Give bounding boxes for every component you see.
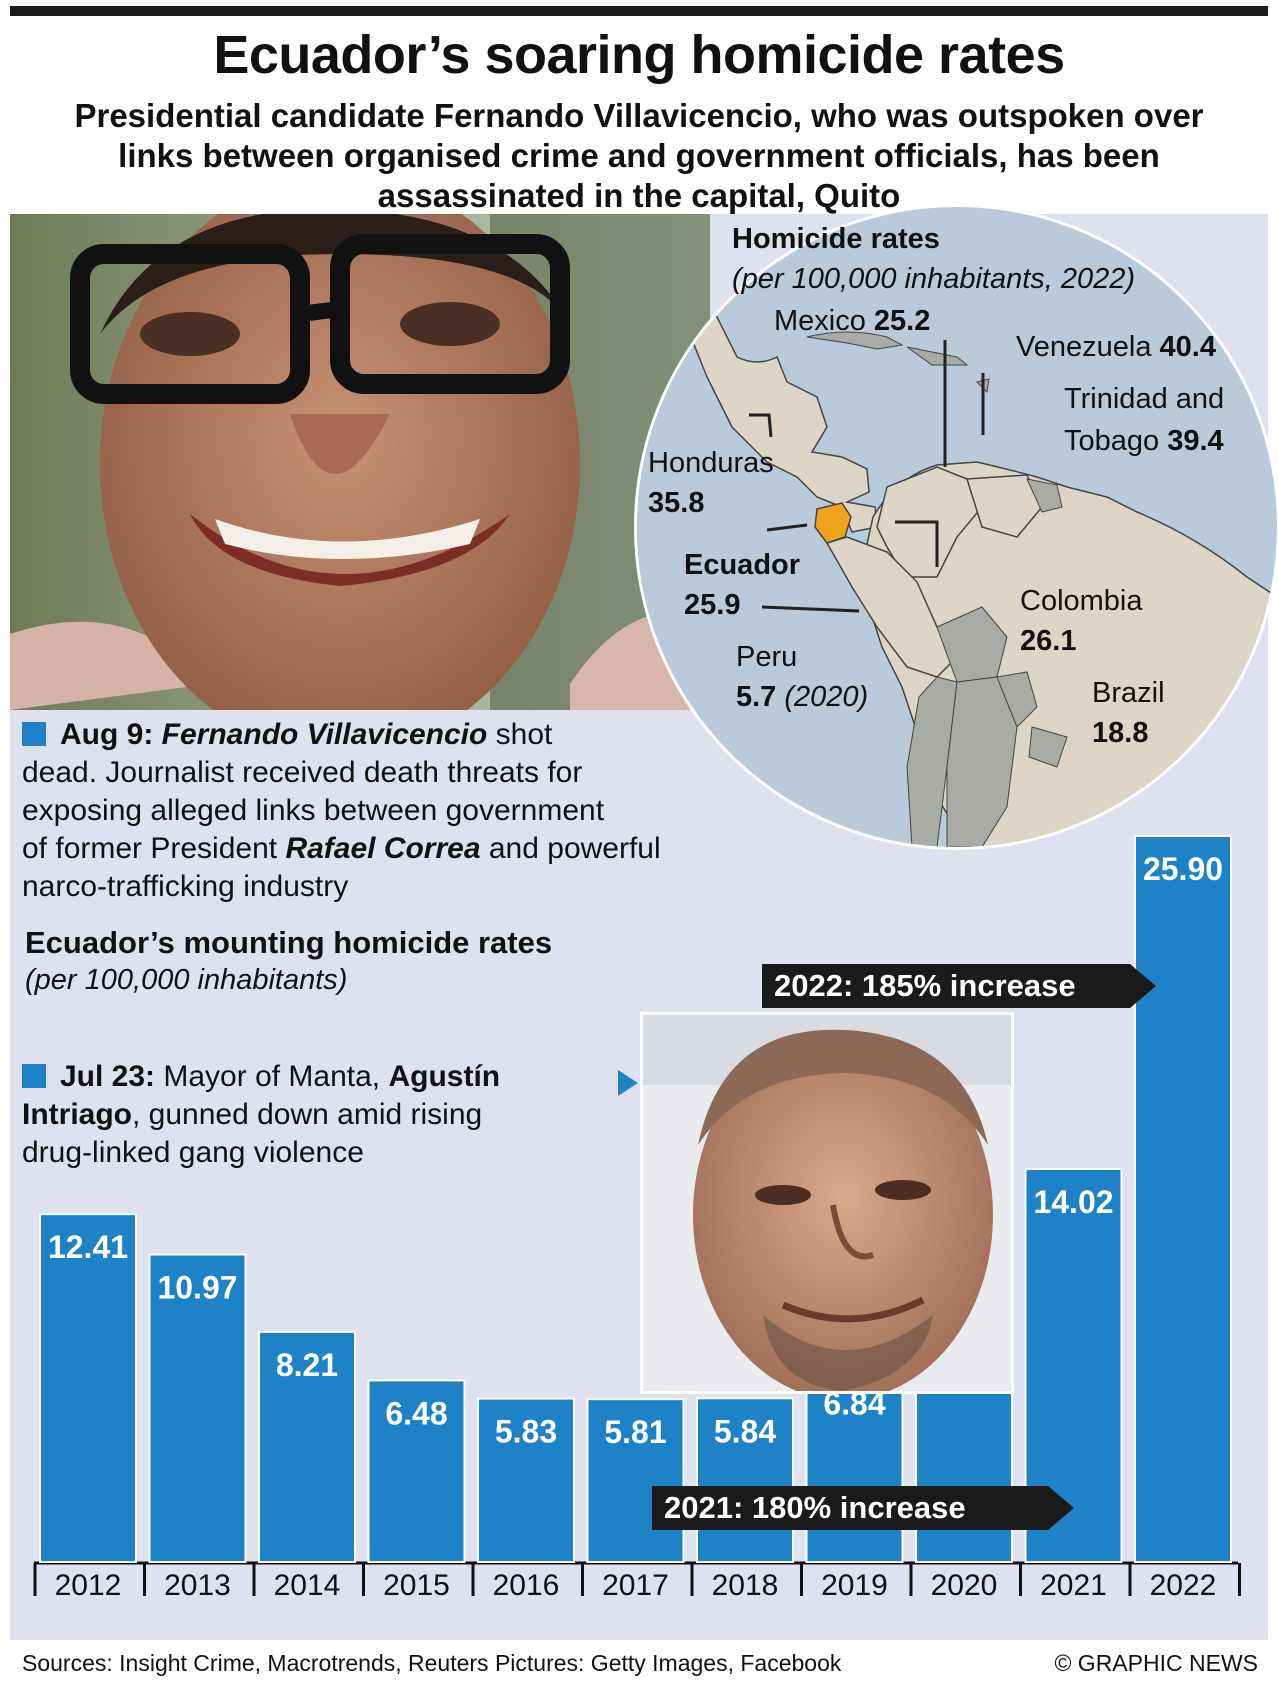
value-label-2016: 5.83: [495, 1414, 557, 1450]
value-label-2021: 14.02: [1033, 1184, 1113, 1220]
annotation-2022-increase: 2022: 185% increase: [762, 964, 1156, 1008]
map-subheading: (per 100,000 inhabitants, 2022): [732, 263, 1136, 295]
value-label-2017: 5.81: [604, 1414, 666, 1450]
map-label-peru: Peru: [736, 641, 798, 673]
intriago-photo: [640, 1012, 1014, 1394]
bar-2016: [477, 1397, 575, 1564]
event-jul23: Jul 23: Mayor of Manta, Agustín Intriago…: [22, 1060, 501, 1169]
page-subtitle: Presidential candidate Fernando Villavic…: [74, 97, 1204, 214]
bullet-square-icon: [22, 722, 46, 746]
map-label-honduras: Honduras: [648, 447, 774, 479]
pointer-triangle-icon: [618, 1070, 638, 1096]
value-label-2012: 12.41: [48, 1229, 128, 1265]
page-title: Ecuador’s soaring homicide rates: [213, 25, 1065, 85]
x-tick-label-2016: 2016: [493, 1569, 560, 1602]
villavicencio-photo: [10, 214, 710, 710]
bar-2017: [586, 1398, 685, 1563]
value-label-2015: 6.48: [385, 1395, 447, 1431]
bar-2012: [39, 1213, 137, 1564]
map-heading: Homicide rates: [732, 223, 940, 255]
x-tick-label-2018: 2018: [712, 1569, 779, 1602]
chart-title: Ecuador’s mounting homicide rates: [25, 925, 553, 960]
value-label-2022: 25.90: [1143, 851, 1223, 887]
annotation-2021-increase: 2021: 180% increase: [652, 1486, 1074, 1530]
x-tick-label-2020: 2020: [931, 1569, 998, 1602]
value-label-2018: 5.84: [714, 1413, 776, 1449]
sources-credit: Sources: Insight Crime, Macrotrends, Reu…: [22, 1650, 842, 1676]
bar-2022: [1134, 835, 1232, 1563]
map-value-peru: 5.7 (2020): [736, 681, 869, 713]
map-label-colombia: Colombia: [1020, 585, 1143, 617]
top-rule: [10, 6, 1268, 16]
x-tick-label-2012: 2012: [55, 1569, 122, 1602]
map-value-honduras: 35.8: [648, 487, 705, 519]
event-aug9: Aug 9: Fernando Villavicencio shot dead.…: [22, 718, 661, 903]
x-tick-label-2021: 2021: [1040, 1569, 1107, 1602]
map-label-tobago: Tobago 39.4: [1064, 425, 1224, 457]
map-value-ecuador: 25.9: [684, 589, 741, 621]
map-label-trinidad: Trinidad and: [1064, 383, 1225, 415]
bar-2014: [258, 1330, 356, 1564]
map-label-mexico: Mexico 25.2: [774, 305, 931, 337]
map-label-ecuador: Ecuador: [684, 549, 801, 581]
bar-2019: [805, 1369, 904, 1563]
x-tick-label-2014: 2014: [274, 1569, 341, 1602]
x-tick-label-2022: 2022: [1150, 1569, 1217, 1602]
map-label-venezuela: Venezuela 40.4: [1016, 331, 1216, 363]
x-tick-label-2013: 2013: [164, 1569, 231, 1602]
bar-2013: [148, 1253, 247, 1563]
bullet-square-icon: [22, 1064, 46, 1088]
value-label-2013: 10.97: [157, 1270, 237, 1306]
x-tick-label-2017: 2017: [602, 1569, 669, 1602]
map-label-brazil: Brazil: [1092, 677, 1165, 709]
x-tick-label-2015: 2015: [383, 1569, 450, 1602]
graphic-news-credit: © GRAPHIC NEWS: [1054, 1650, 1258, 1676]
map-value-brazil: 18.8: [1092, 717, 1149, 749]
value-label-2014: 8.21: [276, 1347, 338, 1383]
chart-subtitle: (per 100,000 inhabitants): [25, 964, 348, 996]
bar-2015: [367, 1379, 466, 1564]
x-tick-label-2019: 2019: [821, 1569, 888, 1602]
bar-2018: [696, 1397, 794, 1563]
map-value-colombia: 26.1: [1020, 625, 1077, 657]
